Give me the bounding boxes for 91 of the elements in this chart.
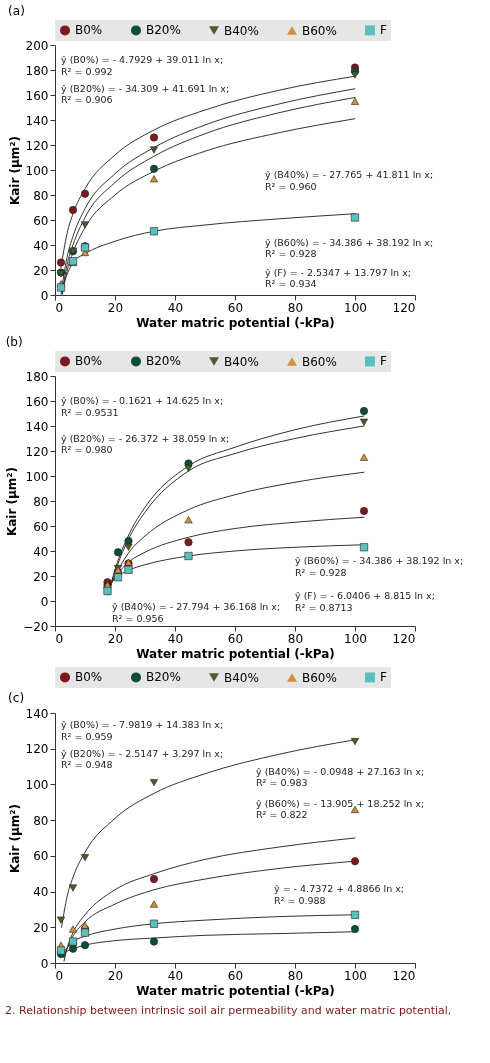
- y-tick-label: 200: [25, 38, 49, 53]
- x-axis-title: Water matric potential (-kPa): [136, 983, 335, 998]
- x-tick-label: 100: [344, 300, 367, 315]
- x-tick-label: 100: [344, 968, 367, 983]
- annotation: ŷ (F) = - 2.5347 + 13.797 ln x; R² = 0.934: [265, 266, 411, 289]
- legend-label: B0%: [75, 354, 103, 369]
- y-tick-label: 20: [33, 920, 49, 935]
- annotation: ŷ (B60%) = - 34.386 + 38.192 ln x; R² = 0.928: [295, 555, 464, 578]
- y-axis-title: Kair (µm²): [7, 135, 22, 206]
- text: 2. Relationship between intrinsic soil air permeability and water matric potential,: [5, 1004, 452, 1017]
- y-tick-label: 0: [40, 956, 49, 971]
- y-tick-label: 20: [33, 263, 49, 278]
- x-tick-label: 40: [167, 968, 184, 983]
- y-tick-label: 140: [25, 706, 49, 721]
- annotation: ŷ (B0%) = - 0.1621 + 14.625 ln x; R² = 0.9531: [61, 395, 224, 418]
- y-tick-label: 160: [25, 394, 49, 409]
- x-tick-label: 100: [344, 631, 367, 646]
- y-tick-label: 100: [25, 163, 49, 178]
- annotation: ŷ (B20%) = - 26.372 + 38.059 ln x; R² = 0.980: [61, 432, 230, 455]
- x-axis-title: Water matric potential (-kPa): [136, 315, 335, 330]
- annotation: ŷ (B0%) = - 4.7929 + 39.011 ln x; R² = 0.992: [61, 54, 224, 77]
- annotation: ŷ = - 4.7372 + 4.8866 ln x; R² = 0.988: [274, 883, 405, 906]
- y-axis-title: Kair (µm²): [7, 803, 22, 874]
- y-tick-label: 80: [33, 494, 49, 509]
- y-tick-label: 120: [25, 138, 49, 153]
- y-tick-label: 140: [25, 419, 49, 434]
- x-tick-label: 120: [392, 968, 416, 983]
- legend-label: B60%: [302, 23, 337, 38]
- annotation: ŷ (B60%) = - 13.905 + 18.252 ln x; R² = 0.822: [256, 797, 425, 821]
- x-tick-label: 60: [227, 300, 244, 315]
- annotation: ŷ (B20%) = - 34.309 + 41.691 ln x; R² = 0.906: [61, 82, 230, 106]
- annotation: ŷ (B40%) = - 27.765 + 41.811 ln x; R² = 0.960: [265, 169, 434, 192]
- legend-label: F: [380, 670, 387, 685]
- legend-label: B60%: [302, 354, 337, 369]
- x-tick-label: 80: [287, 968, 304, 983]
- y-tick-label: 0: [40, 594, 49, 609]
- legend-label: B60%: [302, 670, 337, 685]
- x-tick-label: 20: [107, 968, 124, 983]
- annotation: ŷ (B0%) = - 7.9819 + 14.383 ln x; R² = 0.959: [61, 719, 224, 742]
- x-tick-label: 80: [287, 300, 304, 315]
- x-tick-label: 0: [55, 631, 64, 646]
- y-axis-title: Kair (µm²): [5, 466, 20, 537]
- y-tick-label: 160: [25, 88, 49, 103]
- legend-label: F: [380, 23, 387, 38]
- y-tick-label: 80: [33, 813, 49, 828]
- y-tick-label: −20: [23, 619, 49, 634]
- x-tick-label: 0: [55, 300, 64, 315]
- legend-label: B40%: [224, 670, 259, 685]
- y-tick-label: 100: [25, 469, 49, 484]
- x-axis-title: Water matric potential (-kPa): [136, 646, 335, 661]
- y-tick-label: 100: [25, 777, 49, 792]
- legend-label: B0%: [75, 23, 103, 38]
- chart-title: (a): [8, 4, 25, 18]
- chart-title: (c): [8, 691, 25, 705]
- annotation: ŷ (B40%) = - 0.0948 + 27.163 ln x; R² = 0.983: [256, 765, 425, 789]
- y-tick-label: 60: [33, 519, 49, 534]
- y-tick-label: 120: [25, 742, 49, 757]
- y-tick-label: 40: [33, 544, 49, 559]
- x-tick-label: 120: [392, 631, 416, 646]
- legend-label: B20%: [146, 670, 181, 685]
- y-tick-label: 180: [25, 63, 49, 78]
- x-tick-label: 40: [167, 631, 184, 646]
- y-tick-label: 40: [33, 885, 49, 900]
- x-tick-label: 20: [107, 300, 124, 315]
- annotation: ŷ (B20%) = - 2.5147 + 3.297 ln x; R² = 0.948: [61, 747, 224, 771]
- x-tick-label: 20: [107, 631, 124, 646]
- x-tick-label: 40: [167, 300, 184, 315]
- legend-label: B40%: [224, 354, 259, 369]
- y-tick-label: 60: [33, 849, 49, 864]
- legend-label: B0%: [75, 670, 103, 685]
- legend-label: B20%: [146, 354, 181, 369]
- x-tick-label: 0: [55, 968, 64, 983]
- legend-label: B20%: [146, 23, 181, 38]
- annotation: ŷ (B40%) = - 27.794 + 36.168 ln x; R² = 0.956: [112, 601, 281, 624]
- legend-label: F: [380, 354, 387, 369]
- y-tick-label: 120: [25, 444, 49, 459]
- x-tick-label: 60: [227, 631, 244, 646]
- x-tick-label: 80: [287, 631, 304, 646]
- y-tick-label: 40: [33, 238, 49, 253]
- x-tick-label: 120: [392, 300, 416, 315]
- y-tick-label: 0: [40, 288, 49, 303]
- y-tick-label: 180: [25, 369, 49, 384]
- y-tick-label: 80: [33, 188, 49, 203]
- legend-label: B40%: [224, 23, 259, 38]
- annotation: ŷ (B60%) = - 34.386 + 38.192 ln x; R² = 0.928: [265, 236, 434, 259]
- y-tick-label: 20: [33, 569, 49, 584]
- y-tick-label: 140: [25, 113, 49, 128]
- chart-title: (b): [5, 335, 23, 349]
- annotation: ŷ (F) = - 6.0406 + 8.815 ln x; R² = 0.8713: [295, 590, 435, 613]
- y-tick-label: 60: [33, 213, 49, 228]
- x-tick-label: 60: [227, 968, 244, 983]
